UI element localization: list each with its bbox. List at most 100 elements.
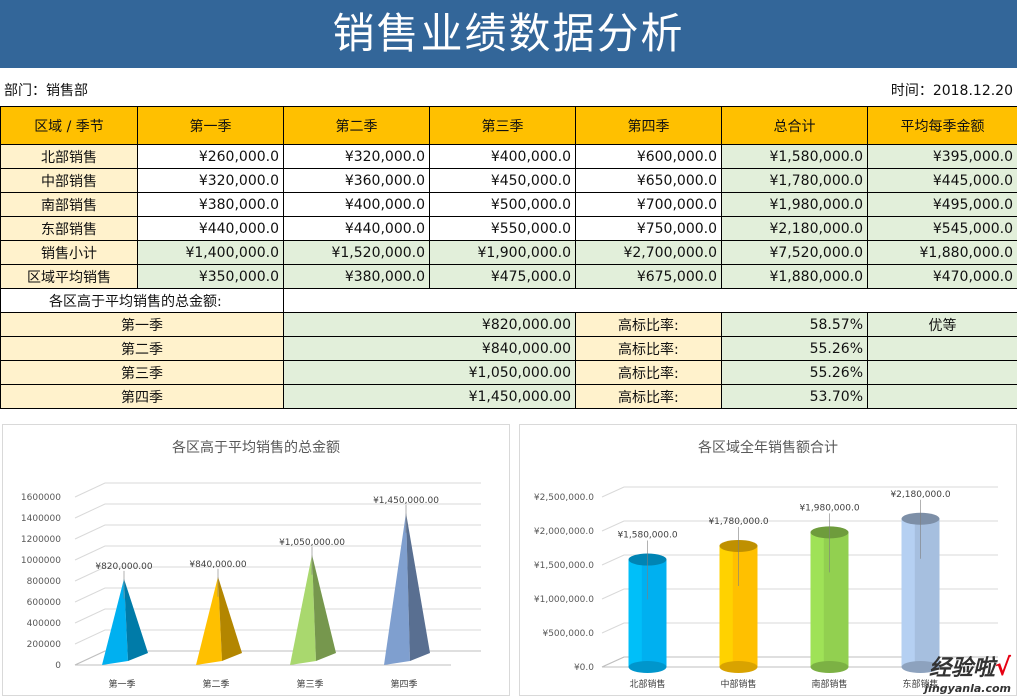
data-label: ¥1,980,000.0 [799, 503, 859, 513]
table-cell: ¥2,700,000.0 [576, 241, 722, 265]
data-label: ¥1,050,000.00 [279, 538, 345, 548]
table-cell: ¥320,000.0 [138, 169, 284, 193]
header-q2: 第二季 [284, 107, 430, 145]
table-cell: ¥1,980,000.0 [722, 193, 868, 217]
table-cell: ¥380,000.0 [138, 193, 284, 217]
table-cell: ¥1,880,000.0 [868, 241, 1017, 265]
y-tick-label: 0 [55, 661, 61, 671]
y-tick-label: 1000000 [21, 556, 61, 566]
table-cell: ¥7,520,000.0 [722, 241, 868, 265]
watermark-url: jingyanla.com [924, 682, 1011, 695]
y-tick-label: 200000 [27, 640, 62, 650]
x-category-label: 北部销售 [629, 678, 665, 690]
row-label: 区域平均销售 [1, 265, 138, 289]
y-tick-label: ¥0.0 [574, 663, 594, 673]
table-cell: ¥500,000.0 [430, 193, 576, 217]
table-cell: ¥600,000.0 [576, 145, 722, 169]
summary-grade: 优等 [868, 313, 1017, 337]
chart-title: 各区高于平均销售的总金额 [3, 437, 509, 457]
cylinder-bar-base [629, 661, 667, 673]
data-label: ¥840,000.00 [189, 560, 247, 570]
gridline [75, 525, 481, 539]
cylinder-bar-highlight [902, 519, 915, 667]
row-label: 南部销售 [1, 193, 138, 217]
summary-label: 第二季 [1, 337, 284, 361]
summary-rate: 55.26% [722, 337, 868, 361]
table-cell: ¥495,000.0 [868, 193, 1017, 217]
gridline [75, 504, 481, 518]
y-tick-label: 1400000 [21, 514, 61, 524]
table-row: 东部销售 ¥440,000.0 ¥440,000.0 ¥550,000.0 ¥7… [1, 217, 1017, 241]
summary-label: 第三季 [1, 361, 284, 385]
table-cell: ¥395,000.0 [868, 145, 1017, 169]
pyramid-bar-side [124, 579, 148, 661]
summary-title-row: 各区高于平均销售的总金额: [1, 289, 1017, 313]
table-cell: ¥550,000.0 [430, 217, 576, 241]
summary-row: 第三季 ¥1,050,000.00 高标比率: 55.26% [1, 361, 1017, 385]
table-cell: ¥1,400,000.0 [138, 241, 284, 265]
sales-table: 区域 / 季节 第一季 第二季 第三季 第四季 总合计 平均每季金额 北部销售 … [0, 106, 1017, 409]
summary-rate-label: 高标比率: [576, 385, 722, 409]
date-label: 时间：2018.12.20 [891, 80, 1013, 100]
header-region-season: 区域 / 季节 [1, 107, 138, 145]
summary-grade [868, 337, 1017, 361]
table-cell: ¥260,000.0 [138, 145, 284, 169]
row-label: 销售小计 [1, 241, 138, 265]
table-cell: ¥350,000.0 [138, 265, 284, 289]
x-category-label: 第三季 [296, 678, 323, 690]
table-cell: ¥475,000.0 [430, 265, 576, 289]
table-cell: ¥450,000.0 [430, 169, 576, 193]
table-row: 南部销售 ¥380,000.0 ¥400,000.0 ¥500,000.0 ¥7… [1, 193, 1017, 217]
x-category-label: 第二季 [202, 678, 229, 690]
x-category-label: 中部销售 [720, 678, 756, 690]
x-category-label: 南部销售 [811, 678, 847, 690]
y-tick-label: 1600000 [21, 493, 61, 503]
table-row-subtotal: 销售小计 ¥1,400,000.0 ¥1,520,000.0 ¥1,900,00… [1, 241, 1017, 265]
table-cell: ¥400,000.0 [430, 145, 576, 169]
summary-row: 第二季 ¥840,000.00 高标比率: 55.26% [1, 337, 1017, 361]
table-cell: ¥440,000.0 [138, 217, 284, 241]
table-cell: ¥470,000.0 [868, 265, 1017, 289]
pyramid-bar-side [218, 577, 242, 661]
summary-row: 第一季 ¥820,000.00 高标比率: 58.57% 优等 [1, 313, 1017, 337]
cylinder-bar-highlight [720, 546, 733, 667]
table-cell: ¥2,180,000.0 [722, 217, 868, 241]
pyramid-bar-front [384, 513, 410, 665]
row-label: 东部销售 [1, 217, 138, 241]
table-cell: ¥1,580,000.0 [722, 145, 868, 169]
page-title: 销售业绩数据分析 [0, 0, 1017, 68]
pyramid-bar-side [406, 513, 430, 661]
chart-title: 各区域全年销售额合计 [520, 437, 1016, 457]
summary-amount: ¥1,050,000.00 [284, 361, 576, 385]
y-tick-label: ¥1,500,000.0 [534, 561, 594, 571]
department-label: 部门：销售部 [4, 80, 88, 100]
pyramid-chart: 0200000400000600000800000100000012000001… [3, 425, 509, 695]
pyramid-bar-side [312, 555, 336, 661]
cylinder-bar-highlight [811, 532, 824, 667]
table-cell: ¥1,880,000.0 [722, 265, 868, 289]
header-average: 平均每季金额 [868, 107, 1017, 145]
y-tick-label: 400000 [27, 619, 62, 629]
summary-rate-label: 高标比率: [576, 337, 722, 361]
table-cell: ¥380,000.0 [284, 265, 430, 289]
summary-rate-label: 高标比率: [576, 361, 722, 385]
summary-rate: 55.26% [722, 361, 868, 385]
row-label: 中部销售 [1, 169, 138, 193]
y-tick-label: 800000 [27, 577, 62, 587]
watermark-logo: 经验啦√ jingyanla.com [924, 650, 1011, 695]
table-cell: ¥675,000.0 [576, 265, 722, 289]
table-row: 北部销售 ¥260,000.0 ¥320,000.0 ¥400,000.0 ¥6… [1, 145, 1017, 169]
y-tick-label: ¥2,500,000.0 [534, 493, 594, 503]
summary-rate: 58.57% [722, 313, 868, 337]
header-q4: 第四季 [576, 107, 722, 145]
summary-label: 第一季 [1, 313, 284, 337]
summary-rate: 53.70% [722, 385, 868, 409]
data-label: ¥2,180,000.0 [890, 490, 950, 500]
summary-amount: ¥820,000.00 [284, 313, 576, 337]
table-cell: ¥1,900,000.0 [430, 241, 576, 265]
table-cell: ¥1,520,000.0 [284, 241, 430, 265]
header-q1: 第一季 [138, 107, 284, 145]
cylinder-bar-base [720, 661, 758, 673]
summary-title-empty [284, 289, 1017, 313]
